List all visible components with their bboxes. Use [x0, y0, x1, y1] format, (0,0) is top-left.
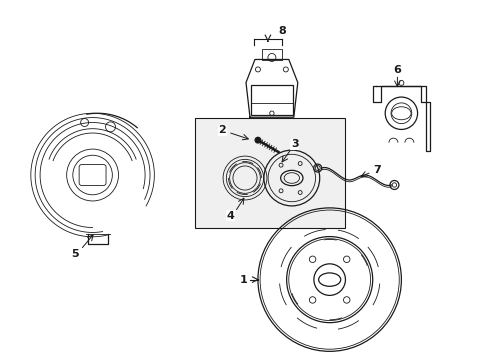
Text: 5: 5 [71, 249, 78, 259]
Circle shape [255, 138, 260, 143]
Bar [250, 85, 292, 115]
Text: 4: 4 [225, 211, 234, 221]
Bar [262, 49, 281, 60]
Text: 7: 7 [373, 165, 381, 175]
Text: 1: 1 [240, 275, 247, 285]
Text: 2: 2 [218, 125, 225, 135]
Text: 8: 8 [277, 26, 285, 36]
Text: 6: 6 [393, 66, 401, 76]
Text: 3: 3 [290, 139, 298, 149]
Bar [195, 118, 344, 228]
